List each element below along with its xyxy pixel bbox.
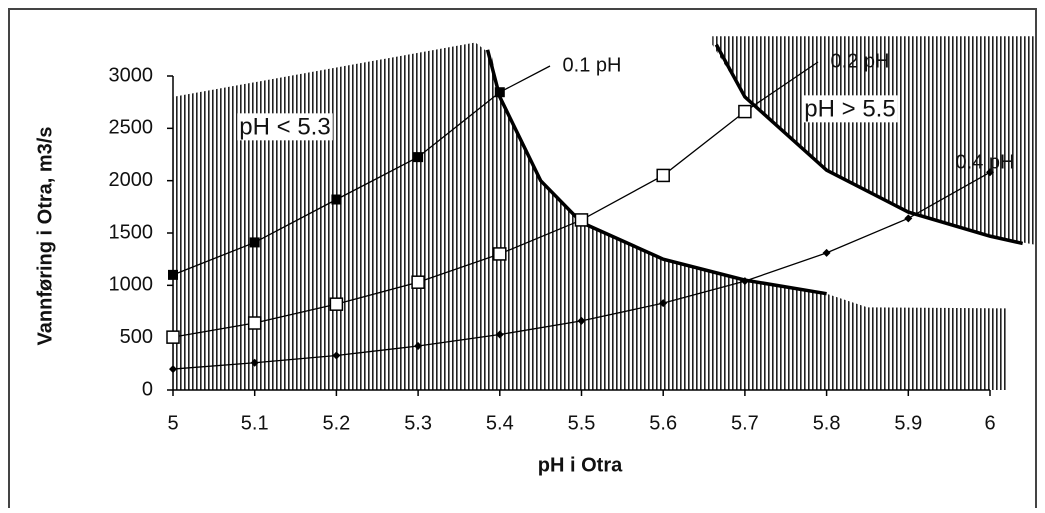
y-tick-label: 2500 <box>109 117 154 139</box>
series-label: 0.4 pH <box>956 151 1015 173</box>
marker <box>822 248 831 257</box>
marker <box>249 237 260 248</box>
x-tick-label: 5.8 <box>813 412 841 434</box>
x-tick-label: 5.4 <box>486 412 514 434</box>
marker <box>904 214 913 223</box>
marker <box>659 299 668 308</box>
marker <box>494 87 505 98</box>
marker <box>331 194 342 205</box>
marker <box>493 247 507 261</box>
y-tick-label: 3000 <box>109 64 154 86</box>
leader-line <box>744 61 819 113</box>
marker <box>169 365 177 374</box>
marker <box>656 168 670 183</box>
x-tick-label: 5.7 <box>731 412 759 434</box>
marker <box>414 342 423 351</box>
region-label: pH > 5.5 <box>804 95 895 122</box>
region-label-bg <box>237 113 333 141</box>
series-label: 0.1 pH <box>563 54 622 76</box>
marker <box>574 213 589 227</box>
series-label: 0.2 pH <box>831 50 890 72</box>
marker <box>986 168 994 177</box>
y-tick-label: 2000 <box>109 169 154 191</box>
y-tick-label: 500 <box>120 326 153 348</box>
x-tick-label: 5.6 <box>649 412 677 434</box>
marker <box>250 358 259 367</box>
marker <box>332 351 341 360</box>
marker <box>329 297 344 311</box>
marker <box>738 104 752 119</box>
x-tick-label: 6 <box>984 412 995 434</box>
marker <box>495 330 504 339</box>
leader-line <box>499 65 551 93</box>
x-axis-label: pH i Otra <box>538 454 623 476</box>
series-line <box>172 111 746 338</box>
x-tick-label: 5.9 <box>894 412 922 434</box>
frame <box>8 8 1037 513</box>
hatched-region <box>173 42 1007 391</box>
x-tick-label: 5.5 <box>568 412 596 434</box>
marker <box>166 330 180 344</box>
x-tick-label: 5.2 <box>322 412 350 434</box>
region-label: pH < 5.3 <box>239 113 330 140</box>
y-tick-label: 0 <box>142 378 153 400</box>
y-tick-label: 1000 <box>109 274 154 296</box>
marker <box>411 275 425 289</box>
marker <box>577 316 586 325</box>
boundary-curve <box>714 43 1024 246</box>
marker <box>413 152 424 163</box>
region-label-bg <box>802 95 898 123</box>
marker <box>247 316 262 330</box>
marker <box>168 269 178 280</box>
x-tick-label: 5.3 <box>404 412 432 434</box>
x-tick-label: 5.1 <box>241 412 269 434</box>
y-axis-label: Vannføring i Otra, m3/s <box>34 127 56 346</box>
marker <box>740 277 749 286</box>
x-tick-label: 5 <box>167 412 178 434</box>
y-tick-label: 1500 <box>109 221 154 243</box>
